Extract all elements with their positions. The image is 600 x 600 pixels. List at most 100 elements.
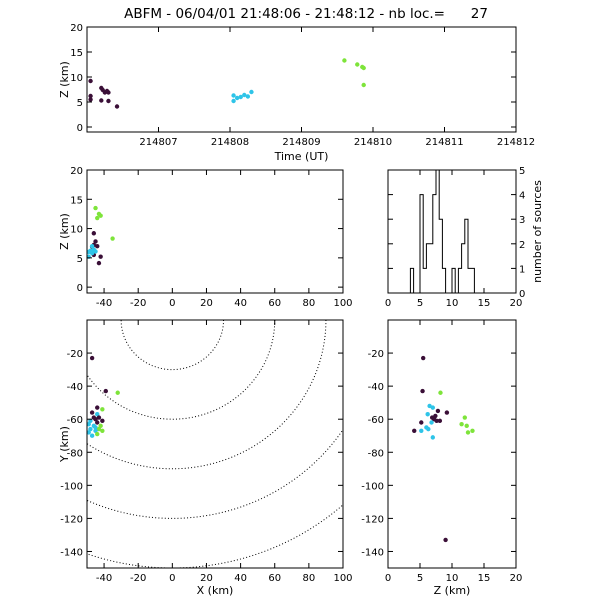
- source-points: [87, 205, 115, 266]
- plot-frame: [86, 319, 344, 569]
- range-ring-2: [87, 320, 327, 470]
- source-point: [242, 92, 247, 98]
- figure-title: ABFM - 06/04/01 21:48:06 - 21:48:12 - nb…: [124, 6, 488, 22]
- y-tick-label: 15: [70, 48, 83, 59]
- source-points: [412, 355, 475, 543]
- x-tick-label: 214812: [497, 137, 535, 148]
- histogram-bin: [410, 268, 413, 293]
- source-point: [462, 415, 467, 420]
- y-tick-label: 20: [70, 166, 83, 177]
- source-point: [93, 239, 98, 244]
- histogram-bin: [471, 268, 474, 293]
- x-tick-label: -40: [96, 573, 112, 584]
- y-tick-label: -20: [67, 349, 83, 360]
- source-point: [95, 405, 100, 410]
- source-point: [437, 418, 443, 424]
- source-point: [93, 417, 98, 422]
- source-point: [88, 426, 93, 432]
- x-axis-label: Time (UT): [274, 150, 329, 163]
- source-point: [95, 420, 100, 425]
- x-tick-label: 20: [510, 298, 523, 309]
- y-tick-label: 15: [70, 195, 83, 206]
- y-tick-label: -80: [67, 448, 83, 459]
- x-tick-label: -20: [130, 298, 146, 309]
- x-tick-label: 214810: [354, 137, 392, 148]
- source-point: [420, 388, 425, 394]
- y-tick-label: 5: [77, 254, 83, 265]
- source-point: [98, 213, 103, 218]
- y-tick-label: -100: [60, 481, 83, 492]
- x-tick-label: 10: [446, 573, 459, 584]
- source-point: [106, 90, 111, 95]
- source-point: [342, 58, 347, 63]
- x-tick-label: 10: [446, 298, 459, 309]
- source-point: [93, 205, 98, 211]
- source-point: [100, 428, 105, 433]
- range-rings: [87, 320, 343, 568]
- x-tick-label: 0: [385, 573, 391, 584]
- source-point: [88, 418, 93, 424]
- histogram-bin: [465, 219, 468, 293]
- source-point: [100, 407, 105, 412]
- panel-time-z: 214807 214808 214809 214810 214811 214812 0 5 10…: [58, 23, 535, 163]
- x-tick-label: 20: [200, 298, 213, 309]
- y-tick-label: -140: [361, 547, 384, 558]
- source-point: [421, 355, 426, 361]
- source-point: [459, 421, 464, 427]
- x-tick-label: 40: [234, 573, 247, 584]
- source-point: [444, 410, 450, 415]
- y-tick-label: -140: [60, 547, 83, 558]
- histogram-outline: [409, 169, 475, 294]
- y-tick-label: 5: [519, 166, 525, 177]
- source-point: [110, 236, 115, 241]
- source-point: [115, 390, 120, 395]
- source-point: [87, 421, 91, 427]
- histogram-bin: [458, 268, 461, 293]
- source-point: [426, 426, 431, 432]
- x-tick-label: 60: [268, 573, 281, 584]
- source-point: [103, 388, 108, 394]
- histogram-bin: [426, 244, 429, 293]
- source-point: [231, 93, 236, 98]
- x-tick-label: 20: [510, 573, 523, 584]
- source-point: [95, 412, 100, 417]
- y-tick-label: -40: [67, 382, 83, 393]
- x-tick-label: -20: [130, 573, 146, 584]
- source-point: [430, 435, 435, 440]
- x-tick-label: 5: [417, 573, 423, 584]
- x-tick-label: 40: [234, 298, 247, 309]
- source-point: [435, 408, 441, 414]
- x-tick-label: 214807: [139, 137, 177, 148]
- source-point: [429, 420, 434, 425]
- source-point: [231, 98, 236, 104]
- y-tick-label: 20: [70, 23, 83, 34]
- source-point: [234, 95, 240, 101]
- y-tick-label: 5: [77, 98, 83, 109]
- source-point: [93, 428, 98, 433]
- source-point: [465, 430, 471, 435]
- source-point: [88, 78, 93, 84]
- histogram-bin: [442, 268, 445, 293]
- panel-x-z: -40 -20 0 20 40 60 80 100 0 5 10 15 20 Z (km): [58, 166, 353, 309]
- histogram-bin: [436, 170, 439, 293]
- x-tick-label: -40: [96, 298, 112, 309]
- source-point: [88, 97, 93, 102]
- source-point: [464, 423, 469, 429]
- source-point: [438, 390, 443, 395]
- y-tick-label: -120: [60, 514, 83, 525]
- y-axis-label: Z (km): [58, 61, 71, 98]
- y-tick-label: 10: [70, 73, 83, 84]
- y-tick-label: 3: [519, 215, 525, 226]
- source-point: [89, 243, 95, 249]
- x-tick-label: 5: [417, 298, 423, 309]
- source-point: [89, 250, 95, 256]
- plot-frame: [86, 169, 344, 294]
- source-point: [470, 428, 475, 433]
- x-tick-label: 15: [478, 298, 491, 309]
- source-point: [361, 65, 366, 71]
- x-tick-label: 80: [302, 298, 315, 309]
- source-point: [93, 425, 98, 430]
- source-point: [91, 231, 97, 236]
